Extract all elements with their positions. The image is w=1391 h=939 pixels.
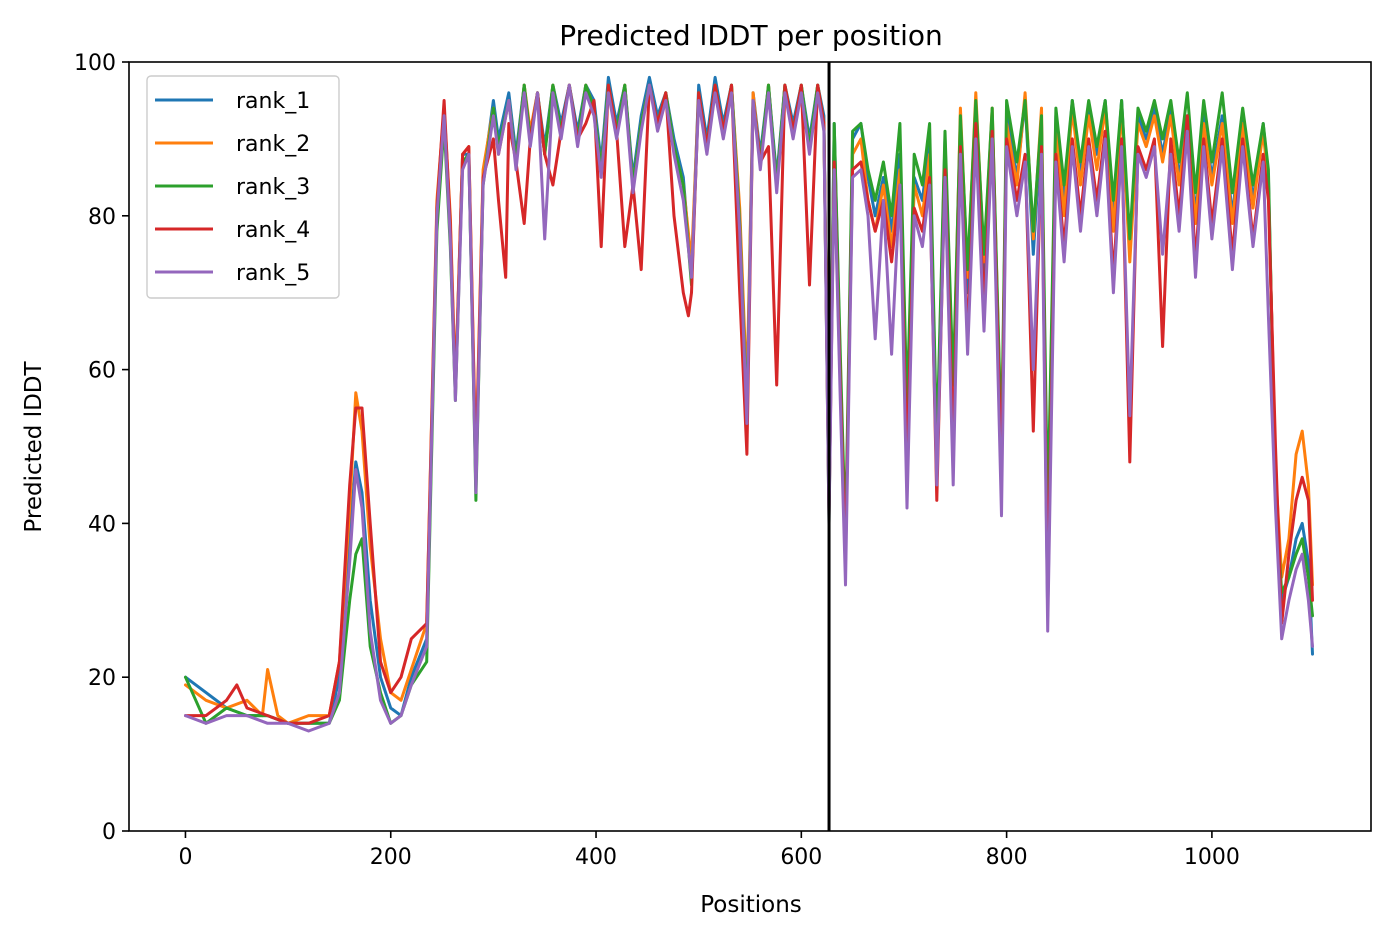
x-tick-label: 400 bbox=[575, 845, 617, 870]
y-tick-label: 100 bbox=[74, 51, 116, 76]
series-line-rank-5 bbox=[184, 83, 1314, 733]
y-tick-label: 40 bbox=[88, 512, 116, 537]
y-tick-label: 60 bbox=[88, 359, 116, 384]
y-axis-label: Predicted lDDT bbox=[21, 360, 47, 532]
x-axis-label: Positions bbox=[700, 892, 802, 918]
y-tick-label: 20 bbox=[88, 666, 116, 691]
x-tick-label: 200 bbox=[370, 845, 412, 870]
axes: 0 200 400 600 800 1000 0 20 40 60 80 100 bbox=[74, 51, 1372, 870]
plot-frame bbox=[128, 61, 1372, 832]
plot-lines bbox=[184, 75, 1314, 733]
x-tick-label: 600 bbox=[780, 845, 822, 870]
legend-label: rank_1 bbox=[236, 89, 310, 114]
chart-title: Predicted lDDT per position bbox=[559, 19, 943, 52]
y-tick-label: 80 bbox=[88, 205, 116, 230]
legend-label: rank_5 bbox=[236, 261, 310, 286]
legend: rank_1 rank_2 rank_3 rank_4 rank_5 bbox=[146, 75, 340, 299]
legend-label: rank_4 bbox=[236, 218, 310, 243]
x-tick-label: 1000 bbox=[1184, 845, 1240, 870]
legend-label: rank_2 bbox=[236, 132, 310, 157]
x-tick-label: 0 bbox=[178, 845, 192, 870]
legend-label: rank_3 bbox=[236, 175, 310, 200]
y-tick-label: 0 bbox=[102, 820, 116, 845]
x-tick-label: 800 bbox=[986, 845, 1028, 870]
legend-box bbox=[146, 75, 340, 299]
